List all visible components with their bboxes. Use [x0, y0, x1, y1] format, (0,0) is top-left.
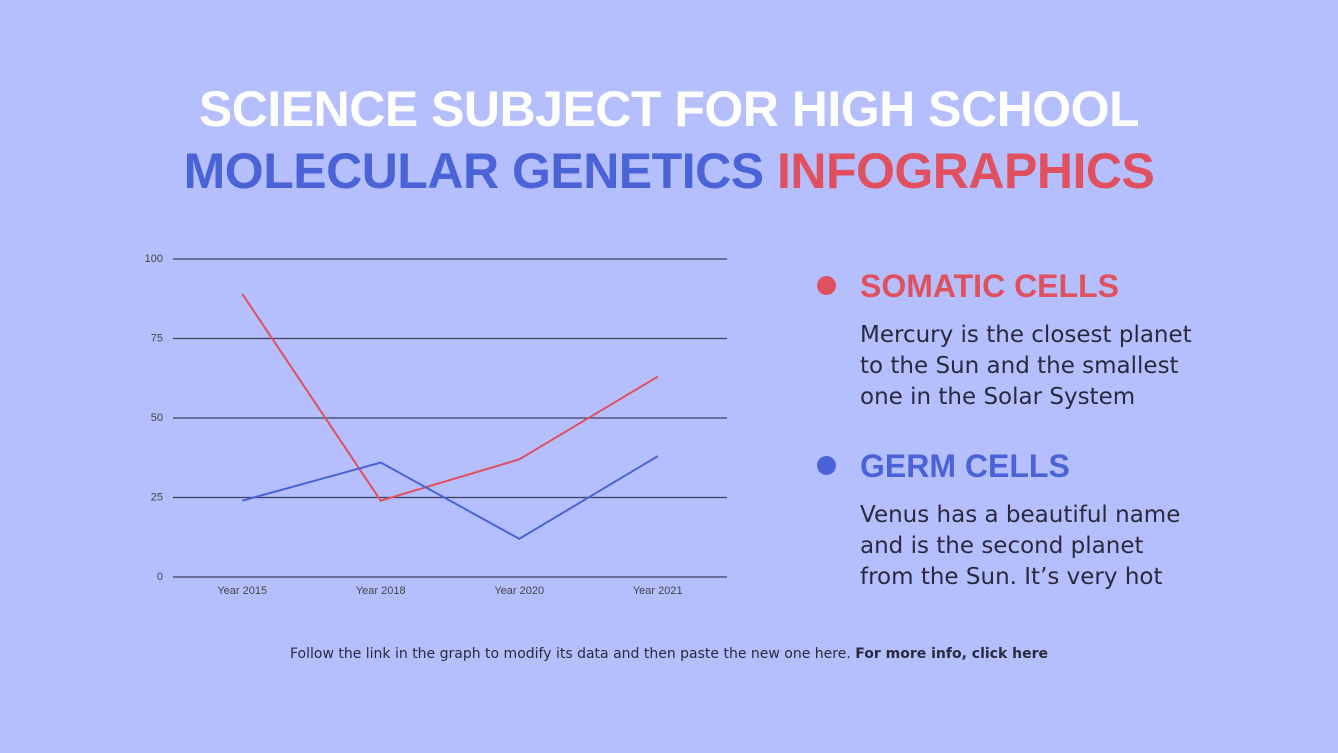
- legend-marker: [817, 276, 836, 295]
- y-tick-label: 50: [151, 412, 163, 424]
- description: Venus has a beautiful name and is the sec…: [860, 500, 1180, 593]
- footer-link[interactable]: For more info, click here: [855, 646, 1049, 662]
- title-line: SCIENCE SUBJECT FOR HIGH SCHOOL: [198, 81, 1140, 137]
- description-line: one in the Solar System: [860, 384, 1136, 410]
- description-line: to the Sun and the smallest: [860, 353, 1179, 379]
- x-tick-label: Year 2015: [217, 585, 267, 597]
- x-tick-label: Year 2018: [356, 585, 406, 597]
- x-tick-label: Year 2021: [633, 585, 683, 597]
- footer: Follow the link in the graph to modify i…: [0, 646, 1338, 662]
- title-part: MOLECULAR GENETICS: [183, 143, 764, 199]
- description: Mercury is the closest planet to the Sun …: [860, 320, 1192, 413]
- description-line: from the Sun. It’s very hot: [860, 564, 1163, 590]
- description-line: Venus has a beautiful name: [860, 502, 1181, 528]
- x-tick-label: Year 2020: [494, 585, 544, 597]
- title-part: INFOGRAPHICS: [776, 143, 1155, 199]
- y-tick-label: 0: [157, 571, 163, 583]
- y-tick-label: 75: [151, 332, 163, 344]
- y-tick-label: 25: [151, 491, 163, 503]
- legend-marker: [817, 456, 836, 475]
- series-line: [241, 455, 659, 540]
- legend-label: SOMATIC CELLS: [860, 268, 1119, 304]
- legend-label: GERM CELLS: [860, 448, 1070, 484]
- title-line: MOLECULAR GENETICS INFOGRAPHICS: [0, 142, 1338, 200]
- description-line: Mercury is the closest planet: [860, 322, 1192, 348]
- footer-text: Follow the link in the graph to modify i…: [289, 646, 851, 662]
- series-line: [241, 293, 659, 502]
- y-tick-label: 100: [145, 253, 163, 265]
- description-line: and is the second planet: [860, 533, 1144, 559]
